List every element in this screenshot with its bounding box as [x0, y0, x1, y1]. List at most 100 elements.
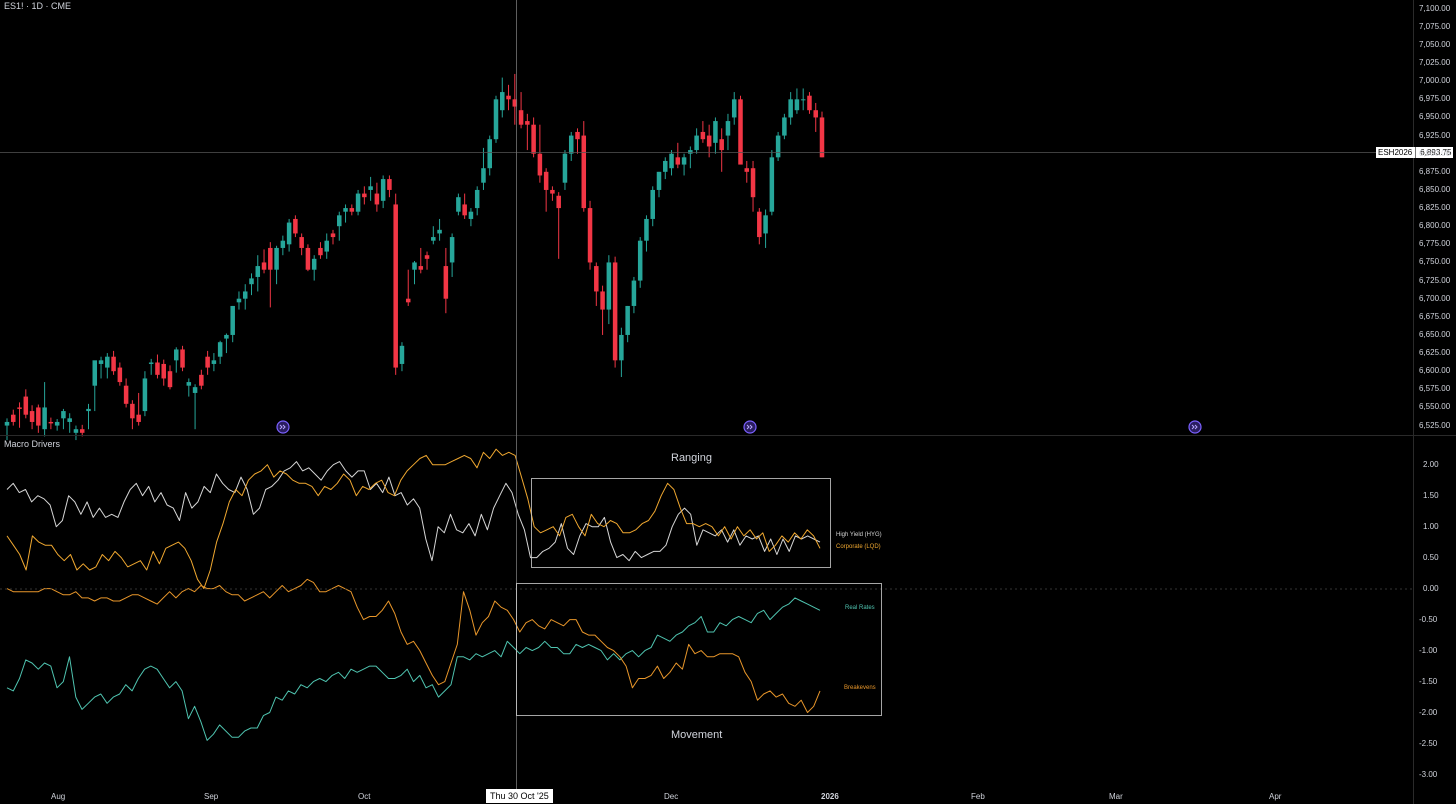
- candle[interactable]: [543, 168, 549, 212]
- candle[interactable]: [800, 88, 806, 111]
- event-marker-2[interactable]: [743, 420, 757, 434]
- candle[interactable]: [186, 378, 192, 397]
- candle[interactable]: [174, 347, 179, 373]
- candle[interactable]: [644, 215, 649, 252]
- candle[interactable]: [512, 73, 518, 125]
- candle[interactable]: [725, 113, 731, 151]
- candle[interactable]: [230, 305, 235, 343]
- candle[interactable]: [86, 403, 91, 430]
- candle[interactable]: [293, 215, 298, 238]
- candle[interactable]: [42, 382, 47, 437]
- candle[interactable]: [92, 360, 98, 412]
- candle[interactable]: [111, 350, 116, 375]
- candle[interactable]: [619, 327, 624, 377]
- candle[interactable]: [161, 359, 166, 386]
- candle[interactable]: [681, 153, 687, 176]
- candle[interactable]: [17, 402, 22, 428]
- candle[interactable]: [268, 242, 273, 308]
- candle[interactable]: [29, 405, 35, 430]
- candle[interactable]: [211, 353, 217, 372]
- candle[interactable]: [581, 121, 587, 212]
- candle[interactable]: [261, 249, 267, 274]
- candle[interactable]: [249, 273, 254, 296]
- candle[interactable]: [518, 92, 524, 129]
- candle[interactable]: [305, 244, 311, 272]
- candle[interactable]: [731, 92, 737, 125]
- candle[interactable]: [449, 233, 455, 277]
- candle[interactable]: [500, 77, 505, 118]
- candle[interactable]: [405, 269, 411, 306]
- candle[interactable]: [675, 142, 681, 169]
- candle[interactable]: [393, 193, 398, 375]
- candle[interactable]: [180, 345, 185, 372]
- candle[interactable]: [424, 251, 430, 270]
- candle[interactable]: [148, 358, 154, 375]
- candle[interactable]: [224, 333, 229, 354]
- candle[interactable]: [782, 113, 787, 140]
- candle[interactable]: [330, 229, 336, 245]
- candle[interactable]: [794, 88, 800, 114]
- candle[interactable]: [481, 147, 486, 190]
- candle[interactable]: [337, 211, 342, 241]
- candle[interactable]: [807, 92, 812, 114]
- candle[interactable]: [468, 208, 474, 227]
- candle[interactable]: [562, 150, 568, 190]
- candle[interactable]: [744, 160, 750, 183]
- candle[interactable]: [775, 131, 781, 161]
- candle[interactable]: [349, 204, 355, 216]
- candle[interactable]: [750, 160, 756, 212]
- candle[interactable]: [525, 113, 530, 151]
- event-marker-1[interactable]: [276, 420, 290, 434]
- candle[interactable]: [568, 131, 574, 161]
- candle[interactable]: [217, 340, 223, 364]
- candle[interactable]: [556, 192, 561, 259]
- candle[interactable]: [418, 247, 424, 274]
- candle[interactable]: [819, 111, 825, 158]
- candle[interactable]: [117, 362, 123, 386]
- candle[interactable]: [318, 242, 323, 259]
- candle[interactable]: [493, 95, 499, 143]
- candle[interactable]: [274, 245, 279, 285]
- candle[interactable]: [713, 117, 718, 154]
- candle[interactable]: [4, 418, 10, 441]
- candle[interactable]: [362, 186, 367, 205]
- candle[interactable]: [462, 193, 467, 219]
- candle[interactable]: [631, 276, 637, 314]
- candle[interactable]: [537, 124, 543, 183]
- candle[interactable]: [387, 175, 392, 198]
- candle[interactable]: [380, 175, 386, 209]
- candle[interactable]: [286, 218, 292, 252]
- candle[interactable]: [663, 157, 668, 180]
- series-line-hyg[interactable]: [6, 461, 821, 562]
- candle[interactable]: [61, 408, 66, 430]
- candle[interactable]: [205, 350, 210, 375]
- candle[interactable]: [606, 255, 612, 325]
- event-marker-3[interactable]: [1188, 420, 1202, 434]
- candle[interactable]: [763, 209, 768, 248]
- candle[interactable]: [199, 369, 204, 390]
- candle[interactable]: [625, 305, 630, 343]
- candle[interactable]: [355, 189, 361, 216]
- candle[interactable]: [374, 182, 380, 212]
- candle[interactable]: [700, 121, 706, 143]
- candle[interactable]: [669, 150, 674, 176]
- candle[interactable]: [136, 392, 141, 426]
- series-line-breakevens[interactable]: [6, 578, 821, 713]
- candle[interactable]: [79, 424, 85, 437]
- candle[interactable]: [105, 353, 110, 379]
- candle[interactable]: [813, 102, 818, 132]
- candle[interactable]: [738, 95, 743, 165]
- candle[interactable]: [656, 171, 662, 198]
- candle[interactable]: [531, 117, 536, 158]
- candle[interactable]: [600, 285, 605, 335]
- candle[interactable]: [236, 291, 242, 310]
- candle[interactable]: [757, 208, 762, 245]
- candle[interactable]: [123, 378, 129, 408]
- candle[interactable]: [343, 204, 348, 223]
- series-line-real-rates[interactable]: [6, 597, 821, 741]
- candle[interactable]: [688, 146, 693, 169]
- candle[interactable]: [443, 247, 449, 314]
- candle[interactable]: [299, 233, 304, 256]
- series-line-lqd[interactable]: [6, 448, 821, 590]
- candle[interactable]: [431, 226, 436, 245]
